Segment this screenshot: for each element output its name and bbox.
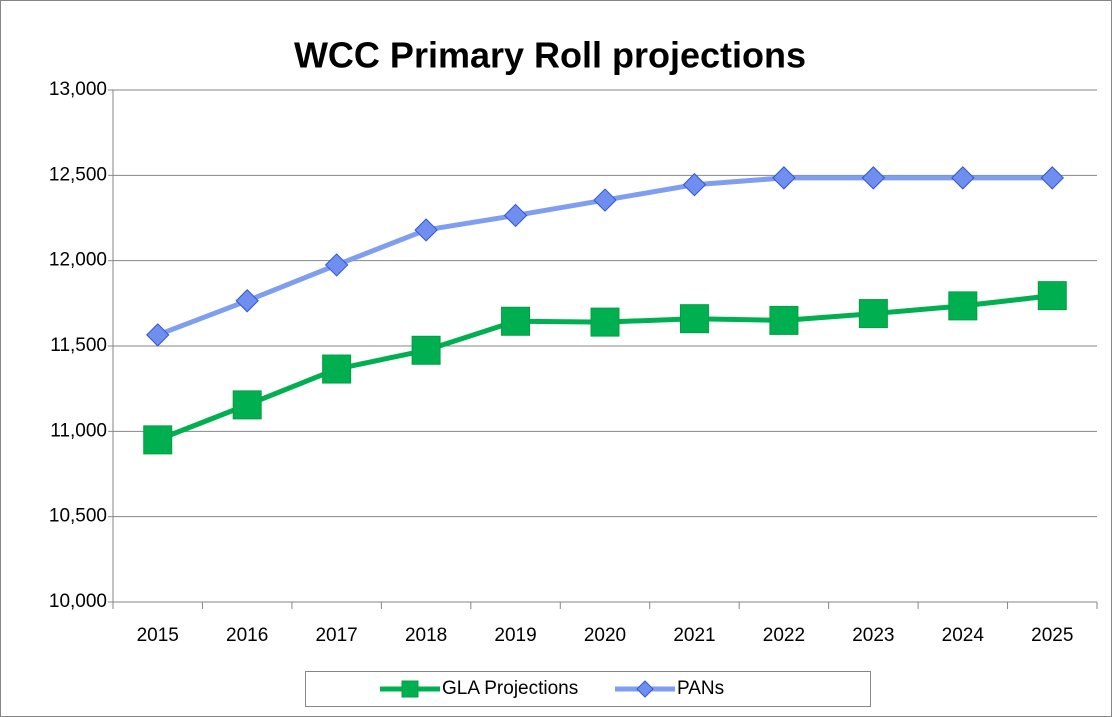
y-tick-label: 10,000: [49, 591, 107, 612]
y-tick-label: 11,000: [50, 420, 107, 441]
data-point: [322, 354, 352, 384]
x-tick-label: 2016: [226, 625, 268, 646]
legend-label: GLA Projections: [442, 678, 578, 699]
x-tick-label: 2021: [673, 625, 715, 646]
data-point: [411, 335, 441, 365]
data-point: [324, 253, 349, 277]
x-tick-label: 2023: [852, 625, 894, 646]
x-tick-label: 2018: [405, 625, 447, 646]
data-point: [146, 323, 170, 347]
data-point: [682, 173, 707, 197]
data-point: [235, 289, 259, 313]
x-tick-label: 2019: [494, 625, 536, 646]
data-point: [143, 425, 173, 455]
x-tick-label: 2017: [315, 625, 357, 646]
data-point: [1040, 166, 1064, 190]
legend-marker: [401, 680, 419, 698]
data-point: [593, 188, 617, 212]
x-tick-label: 2024: [942, 625, 985, 646]
x-tick-label: 2022: [763, 625, 805, 646]
data-point: [414, 218, 438, 242]
data-point: [951, 166, 975, 190]
y-tick-label: 12,500: [49, 164, 107, 185]
x-tick-label: 2020: [584, 625, 626, 646]
legend-marker: [636, 680, 654, 698]
data-point: [858, 299, 888, 329]
data-point: [501, 306, 531, 336]
data-point: [769, 305, 799, 335]
legend-label: PANs: [677, 678, 724, 699]
y-tick-label: 12,000: [49, 250, 107, 271]
y-tick-label: 11,500: [50, 335, 107, 356]
data-point: [948, 291, 978, 321]
data-point: [232, 390, 262, 420]
y-tick-label: 10,500: [49, 506, 107, 527]
data-point: [861, 166, 886, 190]
data-point: [772, 166, 796, 190]
x-tick-label: 2015: [137, 625, 179, 646]
data-point: [503, 203, 528, 228]
x-tick-label: 2025: [1031, 625, 1073, 646]
data-point: [590, 307, 620, 337]
data-point: [1037, 281, 1067, 311]
chart-title: WCC Primary Roll projections: [294, 35, 806, 76]
y-tick-label: 13,000: [49, 79, 107, 100]
data-point: [679, 304, 709, 334]
